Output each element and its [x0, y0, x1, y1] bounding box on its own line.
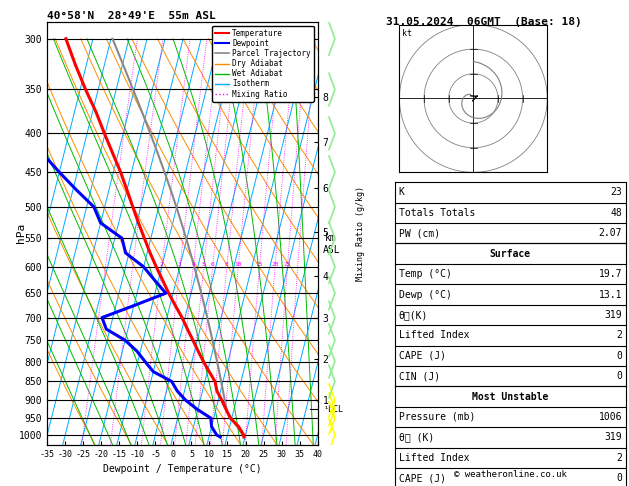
Text: 20: 20 [271, 262, 279, 267]
Text: © weatheronline.co.uk: © weatheronline.co.uk [454, 469, 567, 479]
Text: Pressure (mb): Pressure (mb) [399, 412, 475, 422]
Text: 4: 4 [191, 262, 195, 267]
Text: Mixing Ratio (g/kg): Mixing Ratio (g/kg) [355, 186, 365, 281]
Text: 0: 0 [616, 371, 622, 381]
Text: Temp (°C): Temp (°C) [399, 269, 452, 279]
Text: K: K [399, 188, 404, 197]
Y-axis label: hPa: hPa [16, 223, 26, 243]
Text: PW (cm): PW (cm) [399, 228, 440, 238]
Text: 2.07: 2.07 [599, 228, 622, 238]
Text: θᴇ(K): θᴇ(K) [399, 310, 428, 320]
Text: 19.7: 19.7 [599, 269, 622, 279]
Text: 48: 48 [610, 208, 622, 218]
Text: Most Unstable: Most Unstable [472, 392, 548, 401]
Text: 10: 10 [235, 262, 242, 267]
Text: 1006: 1006 [599, 412, 622, 422]
Text: CAPE (J): CAPE (J) [399, 351, 446, 361]
Text: Lifted Index: Lifted Index [399, 453, 469, 463]
Text: Totals Totals: Totals Totals [399, 208, 475, 218]
Text: 0: 0 [616, 473, 622, 483]
Text: ¹LCL: ¹LCL [323, 405, 343, 414]
Text: 2: 2 [160, 262, 164, 267]
Text: Surface: Surface [490, 249, 531, 259]
Text: θᴇ (K): θᴇ (K) [399, 433, 434, 442]
Text: 13.1: 13.1 [599, 290, 622, 299]
Text: 25: 25 [284, 262, 291, 267]
Text: 5: 5 [202, 262, 206, 267]
X-axis label: Dewpoint / Temperature (°C): Dewpoint / Temperature (°C) [103, 464, 262, 474]
Text: CAPE (J): CAPE (J) [399, 473, 446, 483]
Text: 3: 3 [178, 262, 182, 267]
Text: 0: 0 [616, 351, 622, 361]
Text: CIN (J): CIN (J) [399, 371, 440, 381]
Text: 319: 319 [604, 310, 622, 320]
Text: 15: 15 [256, 262, 263, 267]
Text: 6: 6 [211, 262, 214, 267]
Text: 31.05.2024  06GMT  (Base: 18): 31.05.2024 06GMT (Base: 18) [386, 17, 582, 27]
Legend: Temperature, Dewpoint, Parcel Trajectory, Dry Adiabat, Wet Adiabat, Isotherm, Mi: Temperature, Dewpoint, Parcel Trajectory… [212, 26, 314, 102]
Text: kt: kt [403, 29, 413, 38]
Text: Dewp (°C): Dewp (°C) [399, 290, 452, 299]
Text: 2: 2 [616, 453, 622, 463]
Text: 2: 2 [616, 330, 622, 340]
Y-axis label: km
ASL: km ASL [322, 233, 340, 255]
Text: 8: 8 [225, 262, 229, 267]
Text: 23: 23 [610, 188, 622, 197]
Text: Lifted Index: Lifted Index [399, 330, 469, 340]
Text: 40°58'N  28°49'E  55m ASL: 40°58'N 28°49'E 55m ASL [47, 11, 216, 21]
Text: 319: 319 [604, 433, 622, 442]
